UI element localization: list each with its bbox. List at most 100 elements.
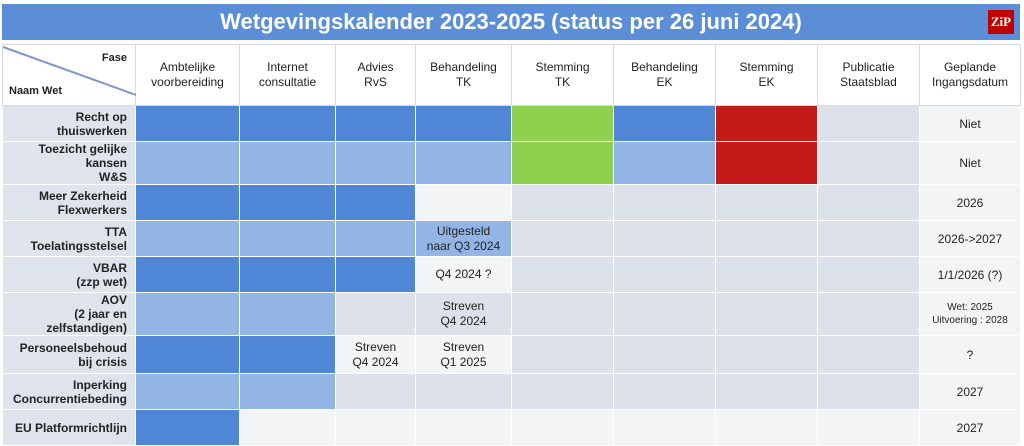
phase-cell (511, 335, 614, 374)
phase-cell (613, 335, 716, 374)
table-row: AOV (2 jaar en zelfstandigen) Streven Q4 … (2, 292, 1021, 336)
table-row: Recht op thuiswerken Niet (2, 105, 1021, 142)
phase-cell (715, 256, 818, 293)
phase-cell (511, 409, 614, 446)
phase-cell: Uitgesteld naar Q3 2024 (415, 220, 512, 257)
phase-cell (613, 409, 716, 446)
phase-cell (135, 105, 240, 142)
table-row: EU Platformrichtlijn 2027 (2, 409, 1021, 446)
naam-wet-label: Naam Wet (9, 85, 62, 97)
phase-cell (335, 105, 416, 142)
phase-cell (239, 220, 336, 257)
law-name: Toezicht gelijke kansen W&S (2, 141, 136, 185)
planned-date-cell: 2026 (919, 184, 1021, 221)
phase-cell (135, 141, 240, 185)
phase-cell (715, 141, 818, 185)
phase-cell (817, 184, 920, 221)
phase-cell (511, 256, 614, 293)
table-body: Recht op thuiswerken Niet Toezicht gelijke… (2, 105, 1021, 446)
phase-cell (335, 184, 416, 221)
phase-cell (715, 292, 818, 336)
phase-cell (715, 335, 818, 374)
phase-cell (511, 141, 614, 185)
phase-cell (335, 220, 416, 257)
phase-cell: Streven Q4 2024 (415, 292, 512, 336)
table-row: Meer Zekerheid Flexwerkers 2026 (2, 184, 1021, 221)
phase-cell (511, 292, 614, 336)
phase-cell (511, 373, 614, 410)
phase-cell (817, 220, 920, 257)
planned-date-cell: 1/1/2026 (?) (919, 256, 1021, 293)
phase-cell (239, 105, 336, 142)
phase-cell (715, 409, 818, 446)
phase-cell (239, 373, 336, 410)
col-header: Behandeling EK (613, 44, 716, 106)
phase-cell (715, 220, 818, 257)
phase-cell (239, 256, 336, 293)
phase-cell (613, 256, 716, 293)
phase-cell (335, 409, 416, 446)
phase-cell (613, 184, 716, 221)
phase-cell (613, 141, 716, 185)
phase-cell (135, 409, 240, 446)
table-row: Personeelsbehoud bij crisis Streven Q4 20… (2, 335, 1021, 374)
phase-cell: Streven Q1 2025 (415, 335, 512, 374)
phase-cell: Q4 2024 ? (415, 256, 512, 293)
phase-cell (415, 141, 512, 185)
law-name: Inperking Concurrentiebeding (2, 373, 136, 410)
table-row: Toezicht gelijke kansen W&S Niet (2, 141, 1021, 185)
phase-cell (613, 220, 716, 257)
phase-cell (613, 292, 716, 336)
corner-header: Fase Naam Wet (2, 44, 136, 106)
phase-cell (415, 373, 512, 410)
col-header: Publicatie Staatsblad (817, 44, 920, 106)
diagonal-divider (3, 46, 136, 96)
phase-cell (511, 184, 614, 221)
planned-date-cell: 2027 (919, 373, 1021, 410)
planned-date-cell: Niet (919, 141, 1021, 185)
phase-cell (335, 373, 416, 410)
law-name: EU Platformrichtlijn (2, 409, 136, 446)
phase-cell: Streven Q4 2024 (335, 335, 416, 374)
phase-cell (817, 373, 920, 410)
phase-cell (415, 105, 512, 142)
phase-cell (135, 373, 240, 410)
zip-logo: ZiP (988, 10, 1014, 34)
planned-date-cell: Wet: 2025 Uitvoering : 2028 (919, 292, 1021, 336)
law-name: AOV (2 jaar en zelfstandigen) (2, 292, 136, 336)
law-name: Personeelsbehoud bij crisis (2, 335, 136, 374)
table-row: TTA Toelatingsstelsel Uitgesteld naar Q3 … (2, 220, 1021, 257)
law-name: Recht op thuiswerken (2, 105, 136, 142)
phase-cell (817, 409, 920, 446)
phase-cell (511, 220, 614, 257)
phase-cell (335, 292, 416, 336)
phase-cell (135, 335, 240, 374)
planned-date-cell: 2027 (919, 409, 1021, 446)
planned-date-cell: 2026->2027 (919, 220, 1021, 257)
phase-cell (613, 105, 716, 142)
col-header: Ambtelijke voorbereiding (135, 44, 240, 106)
col-header: Advies RvS (335, 44, 416, 106)
header-row: Fase Naam Wet Ambtelijke voorbereiding I… (2, 44, 1021, 106)
phase-cell (817, 335, 920, 374)
col-header: Internet consultatie (239, 44, 336, 106)
phase-cell (335, 256, 416, 293)
phase-cell (715, 373, 818, 410)
title-text: Wetgevingskalender 2023-2025 (status per… (220, 9, 802, 34)
page-title: Wetgevingskalender 2023-2025 (status per… (2, 4, 1020, 40)
phase-cell (511, 105, 614, 142)
col-header: Geplande Ingangsdatum (919, 44, 1021, 106)
law-name: VBAR (zzp wet) (2, 256, 136, 293)
phase-cell (239, 409, 336, 446)
phase-cell (415, 409, 512, 446)
col-header: Stemming EK (715, 44, 818, 106)
phase-cell (135, 220, 240, 257)
fase-label: Fase (101, 52, 127, 64)
phase-cell (239, 184, 336, 221)
phase-cell (135, 256, 240, 293)
planned-date-cell: ? (919, 335, 1021, 374)
phase-cell (817, 256, 920, 293)
phase-cell (817, 292, 920, 336)
phase-cell (715, 105, 818, 142)
